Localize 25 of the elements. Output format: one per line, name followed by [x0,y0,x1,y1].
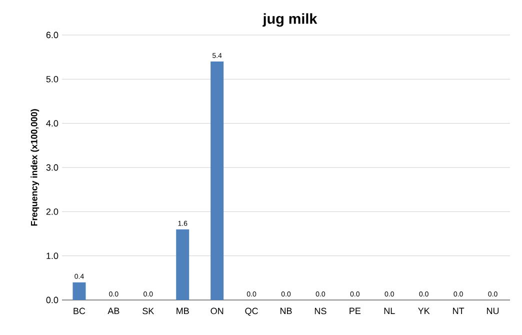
x-tick-label: NU [487,308,499,314]
x-tick-label: BC [74,308,86,314]
x-tick-label: QC [245,308,258,316]
x-tick-label: MB [176,308,189,314]
y-tick-label: 0.0 [46,296,58,304]
y-axis-title: Frequency index (x100,000) [30,109,40,226]
x-tick-label: SK [142,308,154,314]
chart-title: jug milk [262,13,318,27]
bar [176,229,190,300]
x-tick-label: NB [280,308,292,314]
y-tick-label: 6.0 [46,32,58,38]
x-tick-label: YK [418,308,430,314]
y-tick-label: 1.0 [46,252,58,260]
y-tick-label: 2.0 [46,208,58,215]
bar [210,62,224,300]
y-tick-label: 3.0 [46,164,58,171]
x-tick-label: NT [453,308,464,314]
x-tick-label: AB [108,308,120,314]
x-tick-label: PE [350,308,361,314]
x-tick-label: ON [210,308,224,314]
y-tick-label: 5.0 [46,76,58,82]
bar [72,282,86,300]
y-tick-label: 4.0 [46,120,58,127]
x-tick-label: NS [314,308,326,314]
x-tick-label: NL [384,308,395,314]
